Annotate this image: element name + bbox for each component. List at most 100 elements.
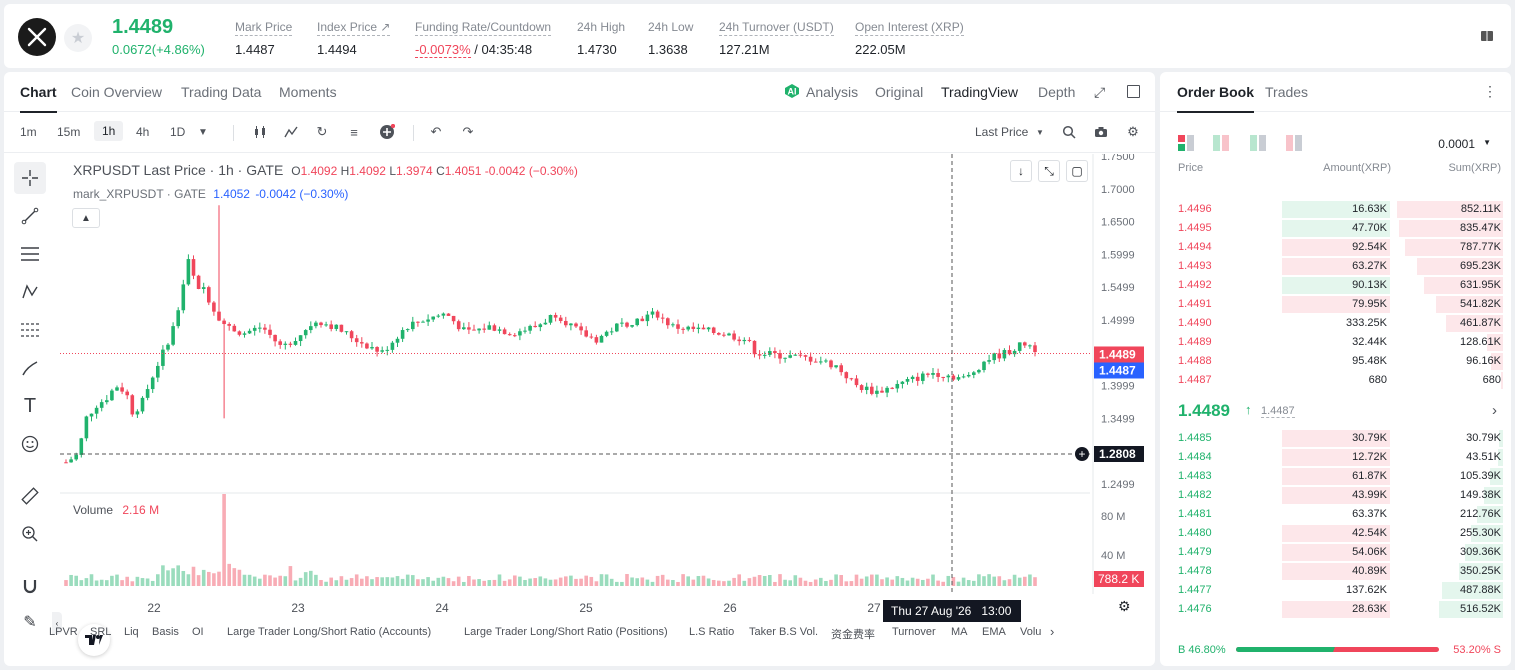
- indicator-funding-rate[interactable]: 资金费率: [831, 629, 875, 641]
- bid-row[interactable]: 1.4482 43.99K 149.38K: [1160, 486, 1511, 505]
- tab-order-book[interactable]: Order Book: [1177, 84, 1255, 113]
- candlestick-chart[interactable]: 1.7500 1.7000 1.6500 1.5999 1.5499 1.4999 1.39…: [60, 154, 1155, 624]
- replay-icon[interactable]: ↻: [316, 124, 328, 139]
- bid-row[interactable]: 1.4481 63.37K 212.76K: [1160, 505, 1511, 524]
- fib-icon[interactable]: [14, 314, 46, 346]
- favorite-star-icon[interactable]: ★: [64, 24, 92, 52]
- bid-row[interactable]: 1.4476 28.63K 516.52K: [1160, 600, 1511, 619]
- ask-row[interactable]: 1.4496 16.63K 852.11K: [1160, 200, 1511, 219]
- magnet-icon[interactable]: [14, 570, 46, 602]
- text-icon[interactable]: T: [23, 394, 37, 417]
- book-icon[interactable]: [1477, 26, 1497, 46]
- timeframe-1d[interactable]: 1D: [170, 125, 186, 139]
- candle-body: [161, 349, 165, 366]
- ask-row[interactable]: 1.4489 32.44K 128.61K: [1160, 333, 1511, 352]
- chevron-down-icon[interactable]: ▼: [1483, 138, 1491, 147]
- expand-icon[interactable]: ⤢: [1094, 84, 1106, 100]
- indicator-lpvr[interactable]: LPVR: [49, 626, 78, 638]
- tab-trades[interactable]: Trades: [1265, 84, 1309, 100]
- chart-settings-icon[interactable]: ⚙: [1118, 598, 1131, 614]
- bid-row[interactable]: 1.4479 54.06K 309.36K: [1160, 543, 1511, 562]
- pencil-lock-icon[interactable]: ✎: [23, 614, 37, 631]
- timeframe-4h[interactable]: 4h: [136, 125, 150, 139]
- chevron-right-icon[interactable]: ›: [1050, 624, 1055, 639]
- collapse-legend-button[interactable]: ▲: [72, 208, 100, 228]
- fullscreen-icon[interactable]: [1127, 85, 1140, 98]
- emoji-icon[interactable]: [14, 428, 46, 460]
- arrow-down-icon[interactable]: ↓: [1010, 160, 1032, 182]
- ask-row[interactable]: 1.4487 680 680: [1160, 371, 1511, 390]
- collapse-icon[interactable]: ⤡: [1038, 160, 1060, 182]
- ask-row[interactable]: 1.4493 63.27K 695.23K: [1160, 257, 1511, 276]
- search-icon[interactable]: [1061, 124, 1077, 140]
- redo-icon[interactable]: ↷: [462, 124, 474, 139]
- indicator-large-trader-accounts[interactable]: Large Trader Long/Short Ratio (Accounts): [227, 626, 432, 638]
- indicators-icon[interactable]: [283, 124, 299, 140]
- view-asks-icon[interactable]: [1286, 135, 1302, 151]
- trend-line-icon[interactable]: [14, 200, 46, 232]
- zoom-in-icon[interactable]: [14, 518, 46, 550]
- horizontal-lines-icon[interactable]: [14, 238, 46, 270]
- timeframe-1h[interactable]: 1h: [94, 121, 124, 141]
- gear-icon[interactable]: ⚙: [1127, 124, 1139, 139]
- more-icon[interactable]: ⋮: [1483, 83, 1497, 99]
- view-bids-icon[interactable]: [1250, 135, 1266, 151]
- brush-icon[interactable]: [14, 352, 46, 384]
- indicator-ema[interactable]: EMA: [982, 626, 1006, 638]
- pattern-icon[interactable]: [14, 276, 46, 308]
- candle-type-icon[interactable]: [252, 124, 268, 140]
- view-split-icon[interactable]: [1213, 135, 1229, 151]
- candle-body: [926, 373, 930, 375]
- ask-row[interactable]: 1.4494 92.54K 787.77K: [1160, 238, 1511, 257]
- ask-row[interactable]: 1.4490 333.25K 461.87K: [1160, 314, 1511, 333]
- tab-original[interactable]: Original: [875, 84, 924, 100]
- maximize-icon[interactable]: ▢: [1066, 160, 1088, 182]
- collapse-toolbar-button[interactable]: ‹: [52, 612, 62, 634]
- bid-row[interactable]: 1.4477 137.62K 487.88K: [1160, 581, 1511, 600]
- indicator-ls-ratio[interactable]: L.S Ratio: [689, 626, 735, 638]
- tab-coin-overview[interactable]: Coin Overview: [71, 84, 163, 100]
- crosshair-icon[interactable]: [14, 162, 46, 194]
- indicator-srl[interactable]: SRL: [90, 626, 112, 638]
- bid-row[interactable]: 1.4478 40.89K 350.25K: [1160, 562, 1511, 581]
- tab-analysis[interactable]: Analysis: [806, 84, 859, 100]
- chevron-right-icon[interactable]: ›: [1492, 402, 1497, 419]
- undo-icon[interactable]: ↶: [430, 124, 442, 139]
- tab-moments[interactable]: Moments: [279, 84, 337, 100]
- view-both-icon[interactable]: [1178, 135, 1194, 151]
- indicator-large-trader-positions[interactable]: Large Trader Long/Short Ratio (Positions…: [464, 626, 668, 638]
- bid-row[interactable]: 1.4483 61.87K 105.39K: [1160, 467, 1511, 486]
- price-source-select[interactable]: Last Price: [975, 125, 1029, 139]
- ask-row[interactable]: 1.4488 95.48K 96.16K: [1160, 352, 1511, 371]
- chevron-down-icon[interactable]: ▼: [198, 126, 208, 138]
- bid-row[interactable]: 1.4485 30.79K 30.79K: [1160, 429, 1511, 448]
- indicator-liq[interactable]: Liq: [124, 626, 139, 638]
- bid-row[interactable]: 1.4480 42.54K 255.30K: [1160, 524, 1511, 543]
- indicator-ma[interactable]: MA: [951, 626, 968, 638]
- indicator-volume[interactable]: Volu: [1020, 626, 1042, 638]
- chevron-down-icon[interactable]: ▼: [1036, 127, 1044, 137]
- timeframe-15m[interactable]: 15m: [57, 125, 81, 139]
- ask-row[interactable]: 1.4495 47.70K 835.47K: [1160, 219, 1511, 238]
- stat-index-price[interactable]: Index Price ↗ 1.4494: [317, 18, 391, 57]
- price-chart[interactable]: 1.7500 1.7000 1.6500 1.5999 1.5499 1.4999 1.39…: [52, 154, 1155, 666]
- volume-bar: [502, 580, 507, 586]
- templates-icon[interactable]: ≡: [350, 124, 358, 140]
- ask-row[interactable]: 1.4491 79.95K 541.82K: [1160, 295, 1511, 314]
- precision-select[interactable]: 0.0001: [1438, 137, 1475, 151]
- indicator-oi[interactable]: OI: [192, 626, 204, 638]
- tab-chart[interactable]: Chart: [20, 84, 57, 113]
- tab-trading-data[interactable]: Trading Data: [181, 84, 262, 100]
- timeframe-1m[interactable]: 1m: [20, 125, 37, 139]
- indicator-taker-bs-vol[interactable]: Taker B.S Vol.: [749, 626, 819, 638]
- ruler-icon[interactable]: [14, 480, 46, 512]
- camera-icon[interactable]: [1093, 124, 1109, 140]
- bid-row[interactable]: 1.4484 12.72K 43.51K: [1160, 448, 1511, 467]
- tradingview-logo-icon[interactable]: [78, 624, 110, 656]
- add-indicator-icon[interactable]: [379, 124, 395, 140]
- indicator-basis[interactable]: Basis: [152, 626, 179, 638]
- tab-tradingview[interactable]: TradingView: [941, 84, 1019, 100]
- tab-depth[interactable]: Depth: [1038, 84, 1076, 100]
- ask-row[interactable]: 1.4492 90.13K 631.95K: [1160, 276, 1511, 295]
- indicator-turnover[interactable]: Turnover: [892, 626, 936, 638]
